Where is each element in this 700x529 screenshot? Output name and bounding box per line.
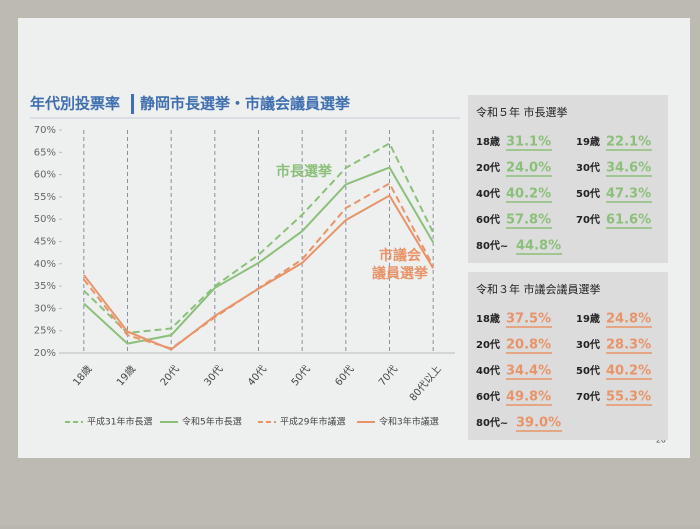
panel-label: 40代 xyxy=(476,187,500,200)
panels: 令和５年 市長選挙 18歳 31.1% 19歳 22.1% 20代 24.0% 30代 34.6… xyxy=(468,95,668,440)
panel-value: 49.8% xyxy=(506,390,551,405)
series-line xyxy=(83,166,435,345)
panel-value: 55.3% xyxy=(606,390,651,405)
annotation: 市長選挙 xyxy=(276,163,333,180)
y-tick-label: 30% xyxy=(34,303,56,314)
panel-label: 18歳 xyxy=(476,312,500,325)
panel xyxy=(468,95,668,263)
y-tick-label: 25% xyxy=(34,326,56,337)
panel-title: 令和３年 市議会議員選挙 xyxy=(476,282,601,296)
title-divider xyxy=(131,94,134,114)
panel-label: 80代~ xyxy=(476,416,508,429)
y-tick-label: 45% xyxy=(34,237,56,248)
panel-label: 30代 xyxy=(576,161,600,174)
annotation: 議員選挙 xyxy=(372,265,429,282)
panel-value: 47.3% xyxy=(606,187,651,202)
panel-value: 61.6% xyxy=(606,213,651,228)
y-tick-label: 40% xyxy=(34,259,56,270)
panel-value: 40.2% xyxy=(506,187,551,202)
panel-label: 70代 xyxy=(576,390,600,403)
panel-value: 57.8% xyxy=(506,213,551,228)
y-tick-label: 55% xyxy=(34,192,56,203)
panel-label: 60代 xyxy=(476,390,500,403)
annotation: 市議会 xyxy=(379,247,422,264)
panel-value: 40.2% xyxy=(606,364,651,379)
panel-value: 31.1% xyxy=(506,135,551,150)
panel-value: 22.1% xyxy=(606,135,651,150)
panel-value: 20.8% xyxy=(506,338,551,353)
legend-label: 平成29年市議選 xyxy=(280,416,345,428)
subtitle: 静岡市長選挙・市議会議員選挙 xyxy=(140,95,351,113)
panel-label: 19歳 xyxy=(576,312,600,325)
panel-label: 50代 xyxy=(576,187,600,200)
panel-label: 20代 xyxy=(476,161,500,174)
y-tick-label: 70% xyxy=(34,125,56,136)
y-tick-label: 60% xyxy=(34,170,56,181)
panel-label: 18歳 xyxy=(476,135,500,148)
panel-label: 40代 xyxy=(476,364,500,377)
series-line xyxy=(83,194,435,351)
panel-value: 34.4% xyxy=(506,364,551,379)
panel-label: 19歳 xyxy=(576,135,600,148)
legend-label: 平成31年市長選 xyxy=(87,416,152,428)
panel-label: 70代 xyxy=(576,213,600,226)
panel-value: 44.8% xyxy=(516,239,561,254)
panel-value: 28.3% xyxy=(606,338,651,353)
legend-label: 令和5年市長選 xyxy=(182,416,242,428)
series-line xyxy=(83,141,435,334)
panel-value: 24.0% xyxy=(506,161,551,176)
panel-value: 24.8% xyxy=(606,312,651,327)
panel-value: 39.0% xyxy=(516,416,561,431)
panel-value: 37.5% xyxy=(506,312,551,327)
y-tick-label: 65% xyxy=(34,147,56,158)
title: 年代別投票率 xyxy=(30,95,120,113)
y-tick-label: 35% xyxy=(34,281,56,292)
panel-label: 30代 xyxy=(576,338,600,351)
panel xyxy=(468,272,668,440)
panel-label: 20代 xyxy=(476,338,500,351)
panel-value: 34.6% xyxy=(606,161,651,176)
panel-label: 80代~ xyxy=(476,239,508,252)
panel-label: 50代 xyxy=(576,364,600,377)
y-tick-label: 50% xyxy=(34,214,56,225)
panel-label: 60代 xyxy=(476,213,500,226)
panel-title: 令和５年 市長選挙 xyxy=(476,105,568,119)
legend-label: 令和3年市議選 xyxy=(379,416,439,428)
y-tick-label: 20% xyxy=(34,348,56,359)
